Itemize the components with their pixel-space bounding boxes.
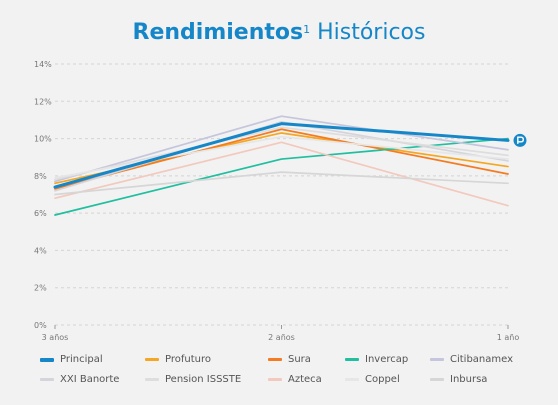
series-line-coppel (54, 135, 509, 179)
series-line-principal (53, 122, 510, 189)
y-tick-label: 12% (34, 97, 52, 106)
legend-item: Citibanamex (430, 354, 513, 365)
legend-label: Azteca (288, 374, 322, 385)
legend-item: Azteca (268, 374, 322, 385)
legend-swatch (40, 378, 54, 381)
legend-swatch (145, 378, 159, 381)
legend-item: Inbursa (430, 374, 487, 385)
principal-logo-icon (513, 133, 527, 147)
x-tick-label: 3 años (42, 333, 69, 342)
y-axis: 0% 2% 4% 6% 8% 10% 12% 14% (34, 60, 52, 330)
y-tick-label: 10% (34, 135, 52, 144)
legend-item: Principal (40, 354, 103, 365)
legend-swatch (268, 358, 282, 361)
y-tick-label: 0% (34, 321, 47, 330)
series-line-inbursa (54, 171, 509, 196)
legend-item: Profuturo (145, 354, 211, 365)
y-tick-label: 4% (34, 246, 47, 255)
legend-item: Coppel (345, 374, 400, 385)
series-lines (53, 115, 510, 216)
series-line-pension-issste (54, 126, 509, 181)
legend-swatch (345, 378, 359, 381)
x-tick-label: 1 año (497, 333, 520, 342)
legend-item: XXI Banorte (40, 374, 119, 385)
legend-swatch (145, 358, 159, 361)
y-tick-label: 6% (34, 209, 47, 218)
legend-label: Inbursa (450, 374, 488, 385)
legend-swatch (430, 358, 444, 361)
legend-label: XXI Banorte (60, 374, 120, 385)
y-tick-label: 8% (34, 172, 47, 181)
legend-label: Citibanamex (450, 354, 514, 365)
series-line-sura (54, 128, 509, 190)
legend-item: Invercap (345, 354, 408, 365)
legend-label: Pension ISSSTE (165, 374, 242, 385)
legend-label: Coppel (365, 374, 400, 385)
chart-title-footnote: 1 (303, 23, 311, 36)
chart-title: Rendimientos1 Históricos (0, 20, 558, 45)
legend-swatch (268, 378, 282, 381)
legend-item: Sura (268, 354, 311, 365)
legend-swatch (40, 357, 54, 362)
series-line-azteca (54, 141, 509, 207)
chart-title-bold: Rendimientos (132, 20, 304, 45)
y-tick-label: 14% (34, 60, 52, 69)
legend-swatch (345, 358, 359, 361)
x-axis: 3 años 2 años 1 año (42, 325, 520, 342)
legend-label: Invercap (365, 354, 409, 365)
principal-marker (513, 133, 527, 147)
line-chart: 0% 2% 4% 6% 8% 10% 12% 14% 3 años 2 años 1 año (34, 60, 527, 342)
legend-label: Profuturo (165, 354, 211, 365)
legend-label: Sura (288, 354, 311, 365)
series-line-citibanamex (54, 115, 509, 183)
principal-logo-glyph (517, 136, 525, 144)
chart-title-rest: Históricos (310, 20, 426, 45)
legend-item: Pension ISSSTE (145, 374, 241, 385)
legend-swatch (430, 378, 444, 381)
x-tick-label: 2 años (268, 333, 295, 342)
series-line-xxi-banorte (54, 120, 509, 192)
y-tick-label: 2% (34, 284, 47, 293)
chart-grid (55, 63, 508, 326)
legend-label: Principal (60, 354, 103, 365)
